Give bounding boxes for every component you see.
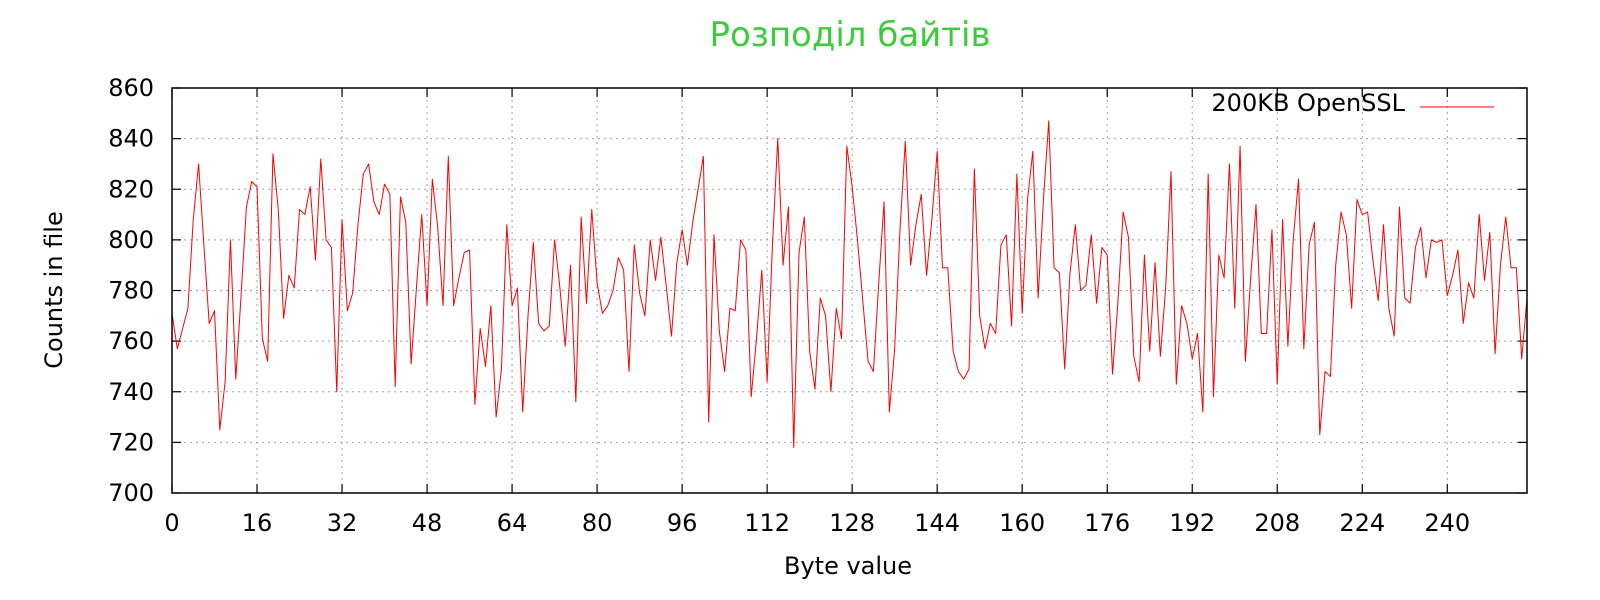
x-tick-label: 112	[744, 509, 790, 537]
x-axis-label: Byte value	[784, 552, 912, 580]
grid	[172, 88, 1527, 493]
plot-frame	[171, 87, 1528, 494]
chart-title: Розподіл байтів	[709, 15, 990, 55]
x-tick-label: 32	[327, 509, 358, 537]
y-tick-label: 700	[108, 479, 154, 507]
x-tick-label: 64	[497, 509, 528, 537]
x-tick-label: 48	[412, 509, 443, 537]
x-tick-label: 0	[164, 509, 179, 537]
x-tick-label: 96	[667, 509, 698, 537]
x-tick-label: 128	[829, 509, 875, 537]
x-tick-label: 176	[1084, 509, 1130, 537]
x-tick-label: 160	[999, 509, 1045, 537]
x-tick-label: 144	[914, 509, 960, 537]
y-axis-ticks: 700 720 740 760 780 800 820 840 860	[108, 74, 1527, 507]
x-tick-label: 240	[1424, 509, 1470, 537]
y-tick-label: 820	[108, 175, 154, 203]
y-axis-label: Counts in file	[40, 211, 68, 368]
series-line-200kb-openssl	[171, 120, 1528, 448]
y-tick-label: 760	[108, 327, 154, 355]
x-tick-label: 208	[1254, 509, 1300, 537]
legend: 200KB OpenSSL	[1211, 89, 1494, 117]
x-axis-ticks: 0 16 32 48 64 80 96 112 128 144 160 176 192 208 224 240	[164, 88, 1470, 537]
x-tick-label: 224	[1339, 509, 1385, 537]
legend-label: 200KB OpenSSL	[1211, 89, 1405, 117]
y-tick-label: 780	[108, 277, 154, 305]
y-tick-label: 740	[108, 378, 154, 406]
y-tick-label: 860	[108, 74, 154, 102]
y-tick-label: 800	[108, 226, 154, 254]
x-tick-label: 192	[1169, 509, 1215, 537]
y-tick-label: 840	[108, 125, 154, 153]
x-tick-label: 16	[242, 509, 273, 537]
x-tick-label: 80	[582, 509, 613, 537]
y-tick-label: 720	[108, 428, 154, 456]
